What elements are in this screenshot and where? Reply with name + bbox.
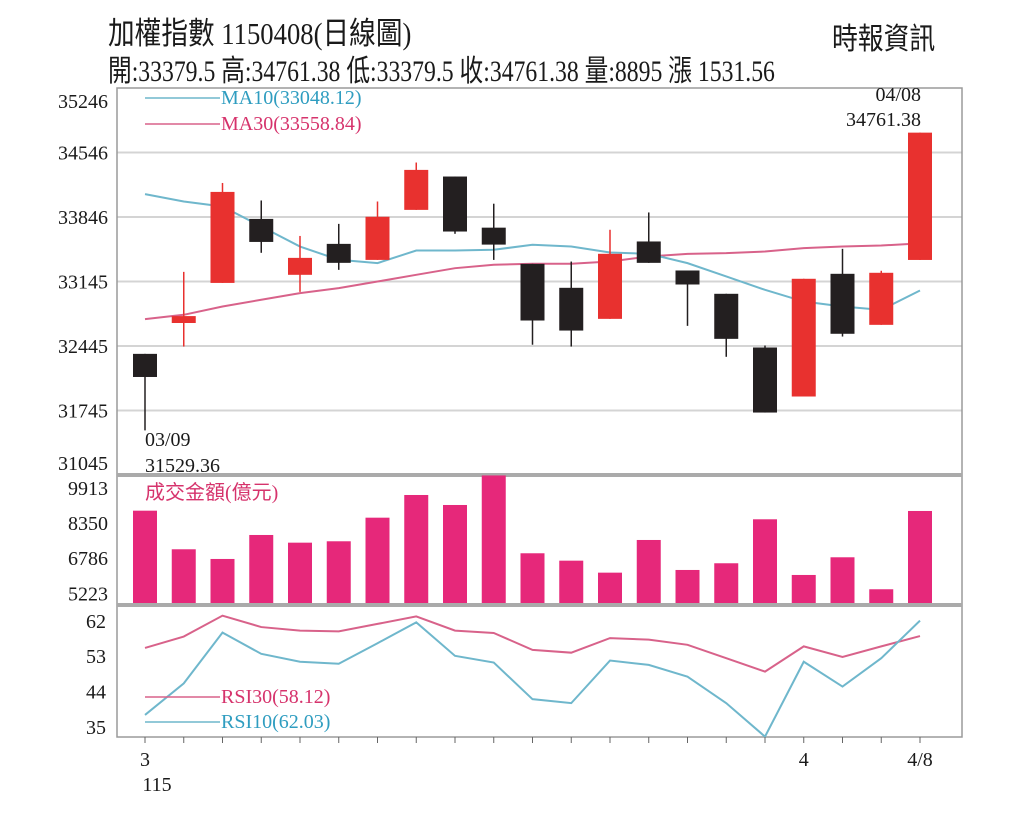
volume-tick-label: 9913	[68, 478, 108, 500]
candle-down	[520, 263, 545, 321]
rsi-tick-label: 62	[86, 611, 106, 633]
volume-bar	[791, 574, 816, 603]
candle-down	[830, 273, 855, 334]
rsi-tick-label: 53	[86, 646, 106, 668]
volume-bar	[249, 534, 274, 603]
candle-down	[675, 270, 700, 285]
candle-up	[869, 272, 894, 325]
y-tick-label: 31745	[58, 401, 108, 423]
volume-tick-label: 8350	[68, 513, 108, 535]
candle-up	[598, 253, 622, 319]
candle-down	[636, 241, 661, 263]
rsi10-line	[144, 619, 921, 739]
candle-down	[753, 347, 777, 413]
volume-bar	[636, 539, 661, 603]
y-tick-label: 32445	[58, 336, 108, 358]
candle-down	[714, 293, 739, 339]
candle-up	[404, 169, 429, 210]
volume-bar	[598, 572, 622, 603]
candle-down	[249, 218, 274, 242]
volume-bar	[171, 549, 196, 603]
volume-bar	[365, 517, 390, 603]
volume-bar	[714, 563, 739, 603]
x-tick-label: 4	[799, 749, 809, 771]
y-tick-label: 31045	[58, 453, 108, 475]
chart-title: 加權指數 1150408(日線圖)	[108, 16, 412, 51]
volume-tick-label: 6786	[68, 548, 108, 570]
candle-down	[326, 243, 351, 263]
volume-bar	[133, 510, 157, 603]
ma30-line	[144, 242, 921, 321]
volume-bar	[559, 560, 584, 603]
ma30-legend-label: MA30(33558.84)	[221, 113, 362, 135]
y-tick-label: 35246	[58, 91, 108, 113]
candle-up	[171, 316, 196, 324]
rsi10-legend-label: RSI10(62.03)	[221, 711, 330, 733]
candle-up	[791, 278, 816, 397]
candle-down	[481, 227, 506, 245]
volume-bar	[288, 542, 312, 603]
ma10-legend-label: MA10(33048.12)	[221, 87, 362, 109]
y-tick-label: 34546	[58, 142, 108, 164]
rsi30-line	[144, 614, 921, 673]
ma10-line	[144, 193, 921, 311]
plot-frame	[116, 87, 963, 738]
volume-bar	[520, 553, 545, 603]
volume-bar	[326, 541, 351, 603]
candle-up	[210, 191, 235, 283]
volume-title: 成交金額(億元)	[145, 481, 278, 504]
volume-bar	[830, 557, 855, 603]
volume-bar	[908, 510, 932, 603]
x-tick-label: 3	[140, 749, 150, 771]
candle-down	[443, 176, 467, 232]
ohlc-stats: 開:33379.5 高:34761.38 低:33379.5 收:34761.3…	[108, 55, 775, 88]
candle-down	[559, 287, 584, 331]
rsi30-legend-label: RSI30(58.12)	[221, 686, 330, 708]
source-label: 時報資訊	[832, 23, 936, 56]
candle-up	[288, 257, 312, 275]
volume-bar	[675, 569, 700, 603]
candle-up	[908, 132, 932, 260]
y-tick-label: 33145	[58, 272, 108, 294]
volume-bar	[753, 519, 777, 603]
candle-up	[365, 216, 390, 260]
x-tick-label: 4/8	[907, 749, 933, 771]
volume-tick-label: 5223	[68, 583, 108, 605]
candle-down	[133, 353, 157, 377]
high-date-annotation: 04/08	[875, 84, 921, 106]
low-value-annotation: 31529.36	[145, 455, 220, 477]
x-tick-sublabel: 115	[142, 774, 171, 796]
volume-bar	[481, 475, 506, 603]
volume-bar	[210, 558, 235, 603]
high-value-annotation: 34761.38	[846, 109, 921, 131]
volume-bar	[443, 504, 467, 603]
volume-bar	[869, 589, 894, 603]
rsi-tick-label: 44	[86, 682, 106, 704]
y-tick-label: 33846	[58, 207, 108, 229]
low-date-annotation: 03/09	[145, 429, 191, 451]
volume-bar	[404, 494, 429, 603]
rsi-tick-label: 35	[86, 717, 106, 739]
